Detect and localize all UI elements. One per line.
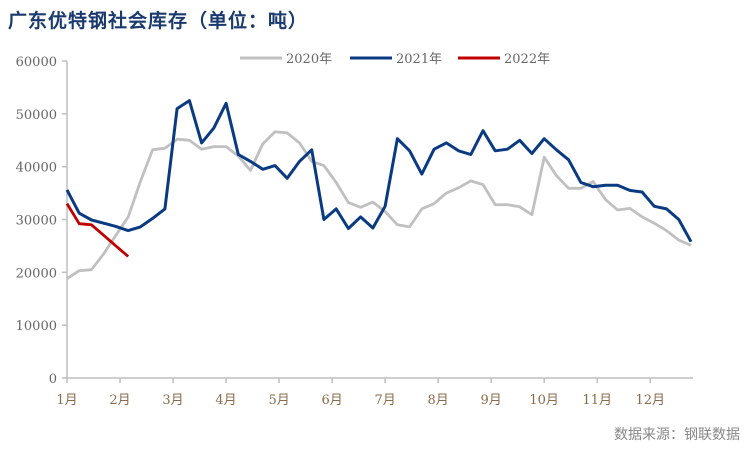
y-tick-label: 60000 bbox=[16, 55, 57, 70]
legend-label: 2022年 bbox=[504, 52, 550, 67]
legend-label: 2021年 bbox=[396, 52, 442, 67]
series-line-2020年 bbox=[66, 130, 692, 280]
y-tick-label: 50000 bbox=[16, 108, 57, 123]
x-tick-label: 3月 bbox=[162, 393, 183, 408]
x-tick-label: 7月 bbox=[374, 393, 395, 408]
x-tick-label: 11月 bbox=[582, 393, 612, 408]
y-tick-label: 40000 bbox=[16, 161, 57, 176]
y-tick-label: 10000 bbox=[16, 319, 57, 334]
series-line-2021年 bbox=[65, 99, 693, 243]
x-tick-label: 10月 bbox=[529, 393, 559, 408]
y-tick-label: 20000 bbox=[16, 266, 57, 281]
source-note: 数据来源：钢联数据 bbox=[614, 427, 740, 443]
y-tick-label: 0 bbox=[49, 372, 57, 387]
x-tick-label: 5月 bbox=[268, 393, 289, 408]
x-tick-label: 1月 bbox=[56, 393, 77, 408]
y-tick-label: 30000 bbox=[16, 214, 57, 229]
x-tick-label: 9月 bbox=[481, 393, 502, 408]
legend-label: 2020年 bbox=[286, 52, 332, 67]
x-tick-label: 8月 bbox=[427, 393, 448, 408]
x-tick-label: 12月 bbox=[635, 393, 665, 408]
x-tick-label: 4月 bbox=[215, 393, 236, 408]
series-line-2022年 bbox=[65, 202, 130, 258]
x-tick-label: 2月 bbox=[109, 393, 130, 408]
chart-title: 广东优特钢社会库存（单位：吨） bbox=[8, 10, 309, 32]
x-tick-label: 6月 bbox=[321, 393, 342, 408]
